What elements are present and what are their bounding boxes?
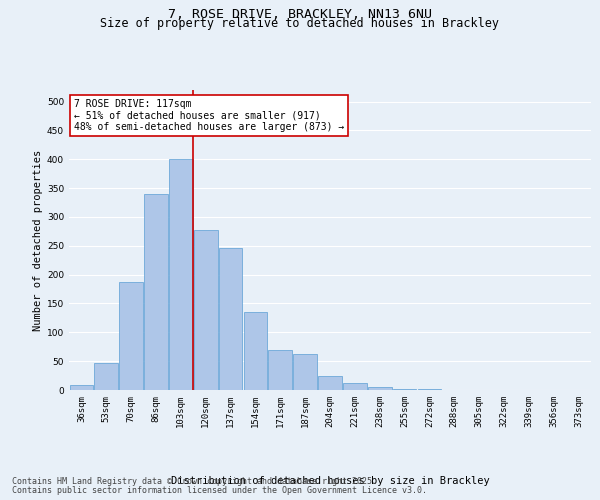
Y-axis label: Number of detached properties: Number of detached properties [33,150,43,330]
Bar [368,387,392,390]
Bar [268,350,292,390]
Bar [70,386,93,390]
Text: 7 ROSE DRIVE: 117sqm
← 51% of detached houses are smaller (917)
48% of semi-deta: 7 ROSE DRIVE: 117sqm ← 51% of detached h… [74,99,344,132]
Text: 7, ROSE DRIVE, BRACKLEY, NN13 6NU: 7, ROSE DRIVE, BRACKLEY, NN13 6NU [168,8,432,20]
X-axis label: Distribution of detached houses by size in Brackley: Distribution of detached houses by size … [170,476,490,486]
Text: Contains HM Land Registry data © Crown copyright and database right 2025.: Contains HM Land Registry data © Crown c… [12,477,377,486]
Text: Contains public sector information licensed under the Open Government Licence v3: Contains public sector information licen… [12,486,427,495]
Bar [393,389,416,390]
Bar [343,382,367,390]
Bar [244,312,267,390]
Text: Size of property relative to detached houses in Brackley: Size of property relative to detached ho… [101,18,499,30]
Bar [119,282,143,390]
Bar [293,354,317,390]
Bar [144,194,168,390]
Bar [169,159,193,390]
Bar [318,376,342,390]
Bar [194,230,218,390]
Bar [94,364,118,390]
Bar [219,248,242,390]
